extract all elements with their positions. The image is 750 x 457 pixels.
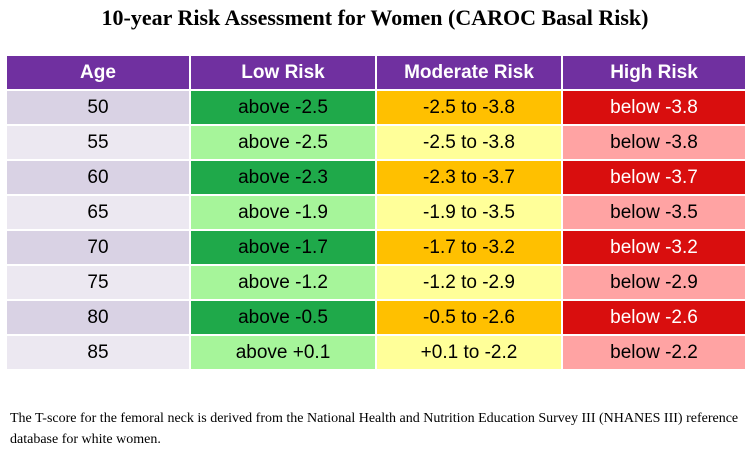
footnote: The T-score for the femoral neck is deri… [10, 411, 739, 447]
age-cell: 80 [5, 299, 191, 336]
header-moderate-risk: Moderate Risk [375, 54, 563, 91]
high-risk-cell: below -2.6 [561, 299, 747, 336]
moderate-risk-cell: -2.5 to -3.8 [375, 89, 563, 126]
moderate-risk-cell: -1.9 to -3.5 [375, 194, 563, 231]
risk-table: Age Low Risk Moderate Risk High Risk 50 … [5, 54, 747, 371]
table-row: 70 above -1.7 -1.7 to -3.2 below -3.2 [5, 229, 747, 266]
low-risk-cell: above -1.9 [189, 194, 377, 231]
header-high-risk: High Risk [561, 54, 747, 91]
age-cell: 85 [5, 334, 191, 371]
low-risk-cell: above -2.5 [189, 124, 377, 161]
header-low-risk: Low Risk [189, 54, 377, 91]
high-risk-cell: below -3.8 [561, 89, 747, 126]
age-cell: 60 [5, 159, 191, 196]
table-row: 80 above -0.5 -0.5 to -2.6 below -2.6 [5, 299, 747, 336]
low-risk-cell: above -2.5 [189, 89, 377, 126]
header-age: Age [5, 54, 191, 91]
high-risk-cell: below -3.8 [561, 124, 747, 161]
high-risk-cell: below -2.2 [561, 334, 747, 371]
table-row: 50 above -2.5 -2.5 to -3.8 below -3.8 [5, 89, 747, 126]
high-risk-cell: below -2.9 [561, 264, 747, 301]
moderate-risk-cell: -2.3 to -3.7 [375, 159, 563, 196]
page-title: 10-year Risk Assessment for Women (CAROC… [101, 5, 649, 30]
moderate-risk-cell: +0.1 to -2.2 [375, 334, 563, 371]
age-cell: 55 [5, 124, 191, 161]
moderate-risk-cell: -0.5 to -2.6 [375, 299, 563, 336]
high-risk-cell: below -3.5 [561, 194, 747, 231]
table-row: 75 above -1.2 -1.2 to -2.9 below -2.9 [5, 264, 747, 301]
low-risk-cell: above -0.5 [189, 299, 377, 336]
moderate-risk-cell: -1.7 to -3.2 [375, 229, 563, 266]
table-row: 60 above -2.3 -2.3 to -3.7 below -3.7 [5, 159, 747, 196]
table-header-row: Age Low Risk Moderate Risk High Risk [5, 54, 747, 91]
table-row: 65 above -1.9 -1.9 to -3.5 below -3.5 [5, 194, 747, 231]
low-risk-cell: above +0.1 [189, 334, 377, 371]
age-cell: 75 [5, 264, 191, 301]
table-row: 55 above -2.5 -2.5 to -3.8 below -3.8 [5, 124, 747, 161]
table-row: 85 above +0.1 +0.1 to -2.2 below -2.2 [5, 334, 747, 371]
age-cell: 70 [5, 229, 191, 266]
high-risk-cell: below -3.2 [561, 229, 747, 266]
low-risk-cell: above -1.7 [189, 229, 377, 266]
low-risk-cell: above -1.2 [189, 264, 377, 301]
age-cell: 50 [5, 89, 191, 126]
moderate-risk-cell: -2.5 to -3.8 [375, 124, 563, 161]
low-risk-cell: above -2.3 [189, 159, 377, 196]
high-risk-cell: below -3.7 [561, 159, 747, 196]
age-cell: 65 [5, 194, 191, 231]
moderate-risk-cell: -1.2 to -2.9 [375, 264, 563, 301]
